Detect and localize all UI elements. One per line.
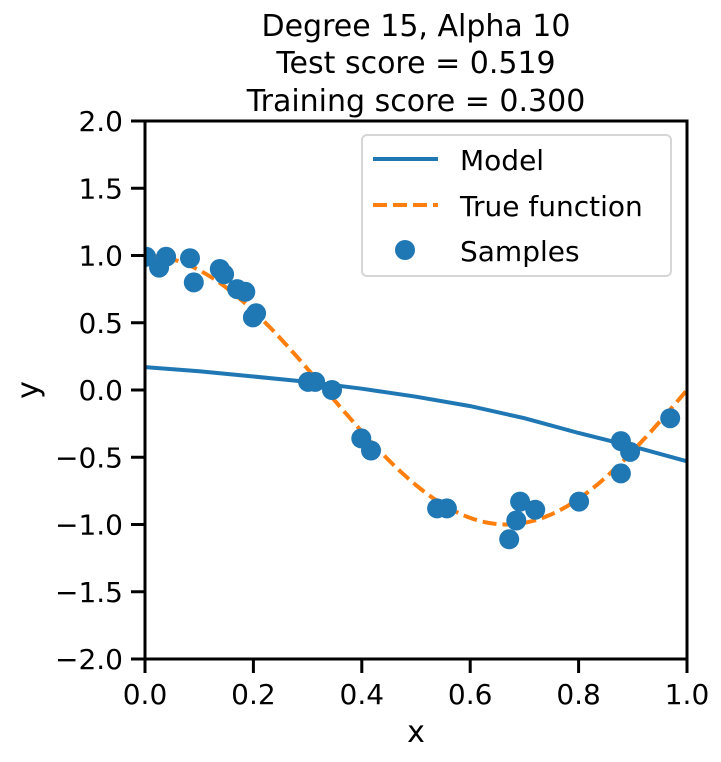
title-line-1: Degree 15, Alpha 10 [262, 9, 571, 44]
y-tick-label: −1.0 [55, 509, 123, 542]
sample-point [183, 272, 204, 293]
sample-point [525, 499, 546, 520]
y-tick-label: 1.0 [78, 240, 123, 273]
sample-point [510, 491, 531, 512]
x-tick-label: 0.8 [556, 678, 601, 711]
sample-point [436, 498, 457, 519]
sample-point [322, 380, 342, 400]
sample-point [156, 246, 177, 267]
legend: Model True function Samples [361, 134, 672, 277]
sample-point [499, 529, 520, 550]
x-tick-label: 0.2 [231, 678, 276, 711]
y-tick-label: 0.0 [78, 374, 123, 407]
x-tick-label: 1.0 [665, 678, 710, 711]
sample-point [660, 408, 681, 429]
sample-point [305, 371, 326, 392]
y-tick-label: −1.5 [55, 576, 123, 609]
true-function-line [145, 253, 687, 527]
y-axis: 2.0 1.5 1.0 0.5 0.0 −0.5 −1.0 −1.5 −2.0 [55, 105, 145, 676]
y-tick-label: −0.5 [55, 441, 123, 474]
sample-point [180, 248, 200, 269]
legend-frame [361, 134, 672, 277]
chart-title: Degree 15, Alpha 10 Test score = 0.519 T… [246, 9, 586, 119]
sample-point [610, 463, 631, 484]
y-tick-label: 1.5 [78, 172, 123, 205]
y-tick-label: 2.0 [78, 105, 123, 138]
title-line-3: Training score = 0.300 [246, 84, 586, 119]
model-line [145, 365, 687, 464]
sample-point [246, 303, 267, 324]
legend-true-function-label: True function [459, 190, 643, 223]
x-tick-label: 0.6 [448, 678, 493, 711]
plot-area [145, 246, 687, 550]
legend-samples-marker [395, 240, 415, 260]
sample-point [235, 281, 256, 302]
sample-point [569, 491, 590, 512]
sample-point [361, 440, 381, 461]
x-tick-label: 0.0 [123, 678, 168, 711]
y-tick-label: 0.5 [78, 307, 123, 340]
y-tick-label: −2.0 [55, 643, 123, 676]
sample-point [506, 510, 527, 531]
y-axis-label: y [11, 381, 46, 399]
sample-point [620, 441, 641, 462]
x-axis: 0.0 0.2 0.4 0.6 0.8 1.0 [123, 659, 710, 711]
legend-model-label: Model [460, 144, 544, 177]
title-line-2: Test score = 0.519 [275, 46, 555, 81]
sample-point [214, 264, 235, 285]
x-tick-label: 0.4 [340, 678, 385, 711]
x-axis-label: x [407, 715, 425, 750]
legend-samples-label: Samples [460, 235, 580, 268]
